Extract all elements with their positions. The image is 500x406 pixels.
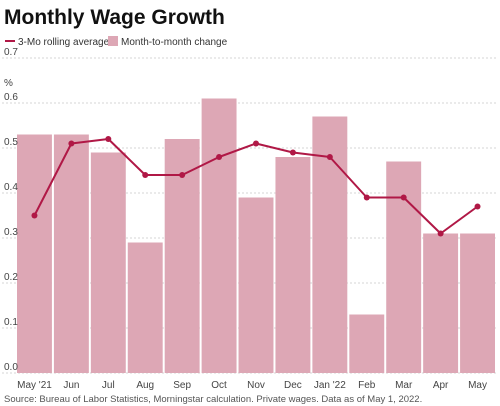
bar bbox=[17, 134, 52, 373]
y-tick-label: 0.5 bbox=[4, 137, 18, 148]
line-point bbox=[289, 149, 296, 156]
bar bbox=[127, 242, 163, 373]
bar bbox=[460, 233, 495, 373]
line-point bbox=[68, 140, 75, 147]
bar bbox=[201, 98, 237, 373]
legend-label-rolling-average: 3-Mo rolling average bbox=[18, 37, 110, 48]
bars bbox=[17, 98, 495, 373]
legend: 3-Mo rolling average Month-to-month chan… bbox=[5, 36, 228, 48]
y-tick-label: 0.6 bbox=[4, 92, 18, 103]
bar bbox=[90, 152, 126, 373]
legend-bar-swatch bbox=[108, 36, 118, 46]
y-axis-ticks: 0.0 0.1 0.2 0.3 0.4 0.5 0.6 0.7 bbox=[4, 47, 18, 373]
line-point bbox=[216, 154, 223, 160]
bar bbox=[53, 134, 89, 373]
line-point bbox=[326, 154, 333, 160]
x-tick-label: Sep bbox=[173, 380, 191, 391]
x-tick-label: Jan '22 bbox=[314, 380, 346, 391]
x-axis-ticks: May '21 Jun Jul Aug Sep Oct Nov Dec Jan '22 Feb Ma… bbox=[17, 380, 487, 391]
x-tick-label: Feb bbox=[358, 380, 376, 391]
bar bbox=[349, 314, 385, 373]
x-tick-label: Jun bbox=[63, 380, 79, 391]
y-tick-label: 0.2 bbox=[4, 272, 18, 283]
y-tick-label: 0.3 bbox=[4, 227, 18, 238]
x-tick-label: Jul bbox=[102, 380, 115, 391]
bar bbox=[386, 161, 422, 373]
x-tick-label: Mar bbox=[395, 380, 413, 391]
line-point bbox=[474, 203, 481, 210]
y-tick-label: 0.4 bbox=[4, 182, 18, 193]
legend-label-month-to-month: Month-to-month change bbox=[121, 37, 228, 48]
x-tick-label: May bbox=[468, 380, 487, 391]
line-point bbox=[105, 136, 112, 142]
y-tick-label: 0.1 bbox=[4, 317, 18, 328]
line-point bbox=[400, 194, 407, 201]
y-tick-label: 0.0 bbox=[4, 362, 18, 373]
line-point bbox=[363, 194, 370, 201]
x-tick-label: May '21 bbox=[17, 380, 52, 391]
source-note: Source: Bureau of Labor Statistics, Morn… bbox=[4, 394, 422, 405]
rolling-average-line bbox=[31, 136, 481, 237]
x-tick-label: Aug bbox=[136, 380, 154, 391]
y-axis-unit-label: % bbox=[4, 78, 13, 89]
x-tick-label: Oct bbox=[211, 380, 227, 391]
bar bbox=[238, 197, 274, 373]
line-point bbox=[179, 172, 186, 178]
x-tick-label: Nov bbox=[247, 380, 265, 391]
line-point bbox=[31, 212, 38, 219]
bar bbox=[275, 157, 311, 373]
line-point bbox=[437, 230, 444, 237]
chart-title: Monthly Wage Growth bbox=[4, 6, 225, 29]
line-point bbox=[142, 172, 149, 178]
x-tick-label: Apr bbox=[433, 380, 449, 391]
line-point bbox=[253, 140, 259, 147]
x-tick-label: Dec bbox=[284, 380, 302, 391]
bar bbox=[423, 233, 459, 373]
y-tick-label: 0.7 bbox=[4, 47, 18, 58]
